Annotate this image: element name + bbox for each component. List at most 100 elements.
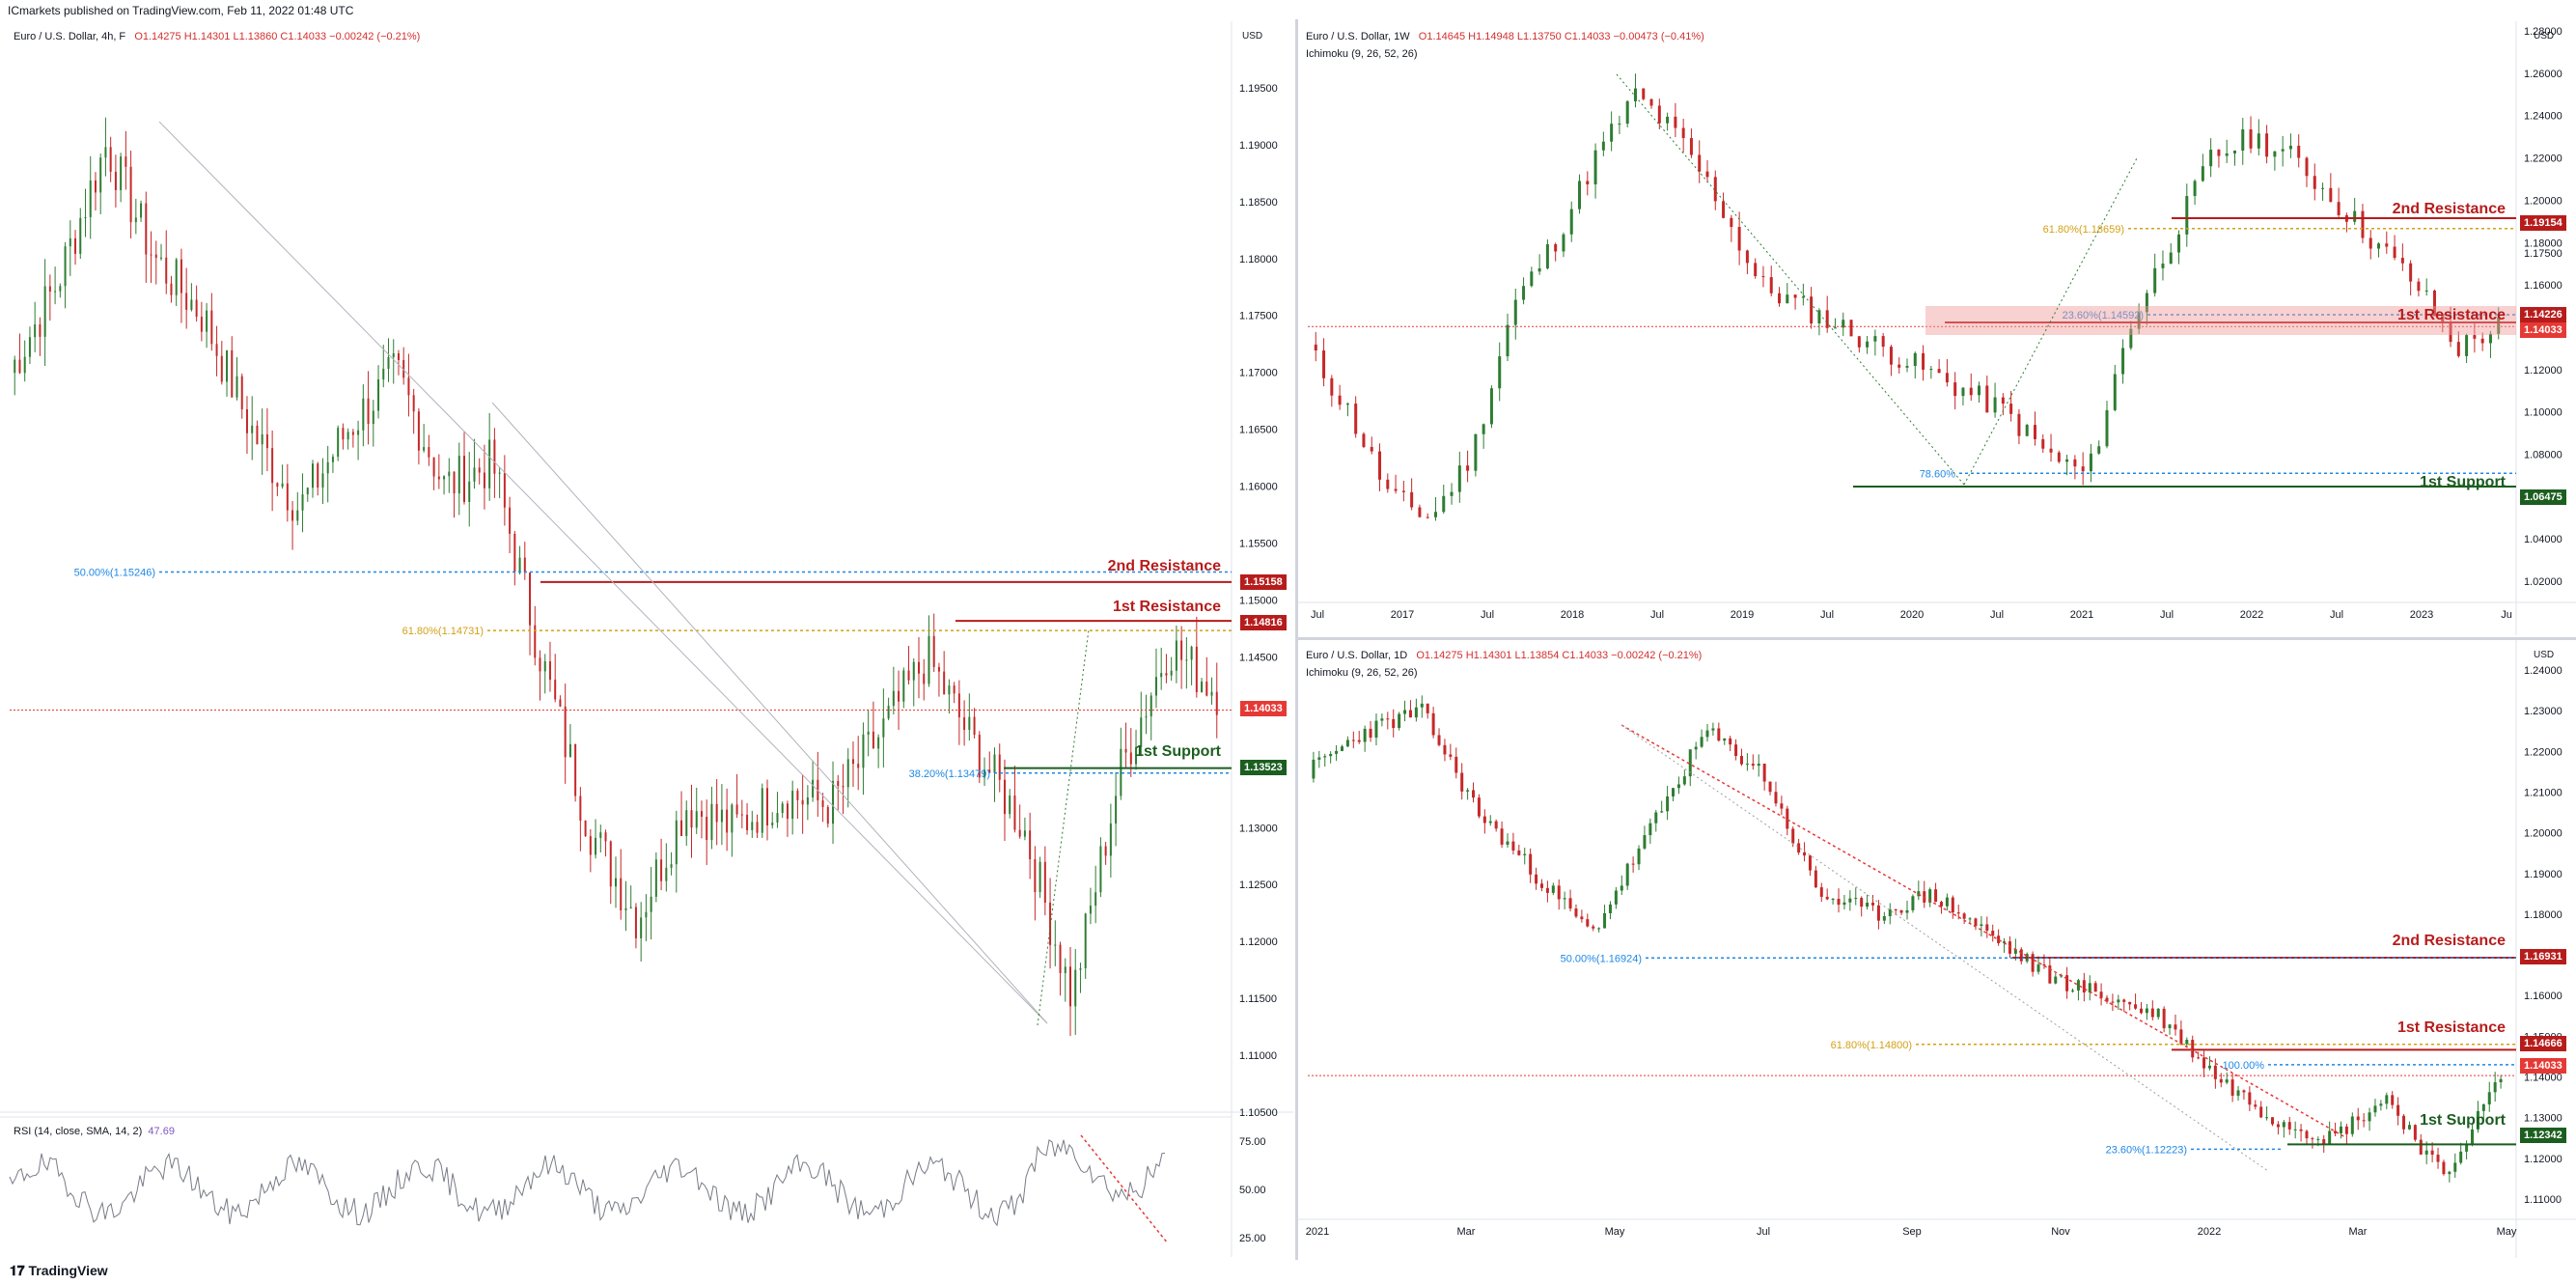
candle-body: [2232, 151, 2236, 154]
candle-body: [1323, 756, 1327, 758]
candle-body: [1392, 718, 1396, 729]
candle-body: [2337, 202, 2341, 215]
candle-body: [1672, 788, 1676, 796]
candle-body: [1730, 217, 1733, 228]
candle-body: [1043, 861, 1046, 903]
candle-body: [1511, 841, 1515, 851]
candle-body: [2191, 1040, 2195, 1058]
panel-divider-horizontal[interactable]: [1298, 637, 2576, 640]
candle-body: [892, 690, 895, 707]
candle-body: [2305, 157, 2309, 177]
candle-body: [2276, 1124, 2280, 1128]
candle-body: [231, 349, 234, 398]
price-tick-label: 1.19000: [2524, 869, 2562, 880]
candle-body: [1129, 752, 1132, 765]
price-tick-label: 1.12000: [2524, 365, 2562, 377]
candle-body: [185, 293, 188, 310]
chart-1w-canvas[interactable]: 1.28000 1.26000 1.24000 1.22000 1.20000 1.180…: [1298, 21, 2576, 635]
candle-body: [317, 463, 319, 488]
candle-body: [261, 433, 263, 445]
candle-body: [84, 216, 87, 218]
candle-body: [2265, 1117, 2269, 1119]
indicator-legend: Ichimoku (9, 26, 52, 26): [1306, 48, 1418, 60]
candle-body: [1700, 737, 1703, 747]
candle-body: [2356, 1116, 2360, 1121]
ohlc-values: O1.14275 H1.14301 L1.13854 C1.14033 −0.0…: [1416, 650, 1703, 661]
candle-body: [2441, 316, 2445, 322]
candle-body: [2344, 1126, 2348, 1134]
candle-body: [1574, 908, 1578, 917]
candle-body: [1956, 912, 1960, 914]
fib-label: 78.60%: [1920, 468, 1956, 480]
candle-body: [392, 352, 395, 357]
candle-body: [2413, 1125, 2417, 1140]
ohlc-values: O1.14645 H1.14948 L1.13750 C1.14033 −0.0…: [1418, 31, 1704, 42]
candle-body: [1500, 828, 1504, 845]
time-tick-label: Jul: [1311, 609, 1324, 621]
candle-body: [1711, 728, 1715, 731]
candle-body: [1039, 861, 1041, 893]
candle-body: [1472, 790, 1476, 798]
candle-body: [281, 483, 284, 488]
candle-body: [2424, 1150, 2428, 1155]
candle-body: [2254, 1104, 2257, 1107]
panel-divider-vertical[interactable]: [1295, 19, 1298, 1260]
candle-body: [2499, 1078, 2503, 1083]
candle-body: [2105, 997, 2109, 1002]
candle-body: [2065, 975, 2069, 991]
candle-body: [2322, 1138, 2326, 1144]
candle-body: [2088, 983, 2091, 993]
candle-body: [932, 635, 935, 667]
candle-body: [367, 398, 370, 425]
candle-body: [609, 841, 612, 887]
candle-body: [998, 754, 1001, 780]
candle-body: [2459, 1151, 2463, 1163]
candle-body: [2436, 1155, 2440, 1162]
candle-body: [1705, 730, 1709, 738]
tradingview-logo[interactable]: 𝟏𝟕 TradingView: [10, 1263, 108, 1279]
chart-1d-canvas[interactable]: 1.24000 1.23000 1.22000 1.21000 1.20000 1.190…: [1298, 640, 2576, 1258]
candle-body: [660, 859, 663, 881]
chart-legend: Euro / U.S. Dollar, 1W O1.14645 H1.14948…: [1306, 31, 1704, 42]
price-tick-label: 1.08000: [2524, 450, 2562, 461]
candle-body: [2368, 1112, 2371, 1122]
trendline: [1620, 724, 2269, 1172]
candle-body: [1681, 127, 1685, 139]
candle-body: [2236, 1090, 2240, 1096]
candle-body: [488, 439, 491, 488]
level-label-r2: 2nd Resistance: [1107, 558, 1221, 574]
candle-body: [781, 803, 784, 814]
candle-body: [1722, 201, 1726, 218]
price-tag-current: 1.14033: [2520, 1058, 2566, 1074]
candle-body: [1631, 863, 1635, 865]
candle-body: [2432, 290, 2436, 317]
candle-body: [1657, 105, 1661, 124]
price-tick-label: 1.24000: [2524, 665, 2562, 677]
chart-panel-4h[interactable]: 1.19500 1.19000 1.18500 1.18000 1.17500 1.170…: [0, 21, 1293, 1257]
candle-body: [2430, 1150, 2434, 1156]
price-tick-label: 1.17500: [1239, 311, 1278, 322]
candle-body: [1009, 796, 1011, 815]
candle-body: [1969, 387, 1973, 396]
candle-body: [2448, 1171, 2451, 1175]
chart-panel-1w[interactable]: 1.28000 1.26000 1.24000 1.22000 1.20000 1.180…: [1298, 21, 2576, 635]
candle-body: [2117, 999, 2120, 1003]
price-tick-label: 1.17500: [2524, 248, 2562, 260]
level-label-r1: 1st Resistance: [2396, 307, 2506, 323]
level-label-r1: 1st Resistance: [1112, 599, 1221, 615]
candle-body: [154, 254, 157, 259]
candle-body: [1894, 908, 1897, 910]
chart-4h-canvas[interactable]: 1.19500 1.19000 1.18500 1.18000 1.17500 1.170…: [0, 21, 1293, 1257]
price-tag-s1: 1.12342: [2520, 1128, 2566, 1143]
price-tag-r1: 1.14666: [2520, 1036, 2566, 1051]
candle-body: [170, 283, 173, 295]
chart-panel-1d[interactable]: 1.24000 1.23000 1.22000 1.21000 1.20000 1.190…: [1298, 640, 2576, 1258]
candle-body: [1842, 320, 1845, 328]
level-label-r2: 2nd Resistance: [2392, 201, 2506, 217]
candle-body: [402, 359, 405, 378]
logo-text: TradingView: [28, 1263, 108, 1278]
candle-body: [826, 806, 829, 824]
candle-body: [1786, 808, 1789, 829]
candle-body: [326, 461, 329, 474]
time-tick-label: Jul: [1481, 609, 1494, 621]
